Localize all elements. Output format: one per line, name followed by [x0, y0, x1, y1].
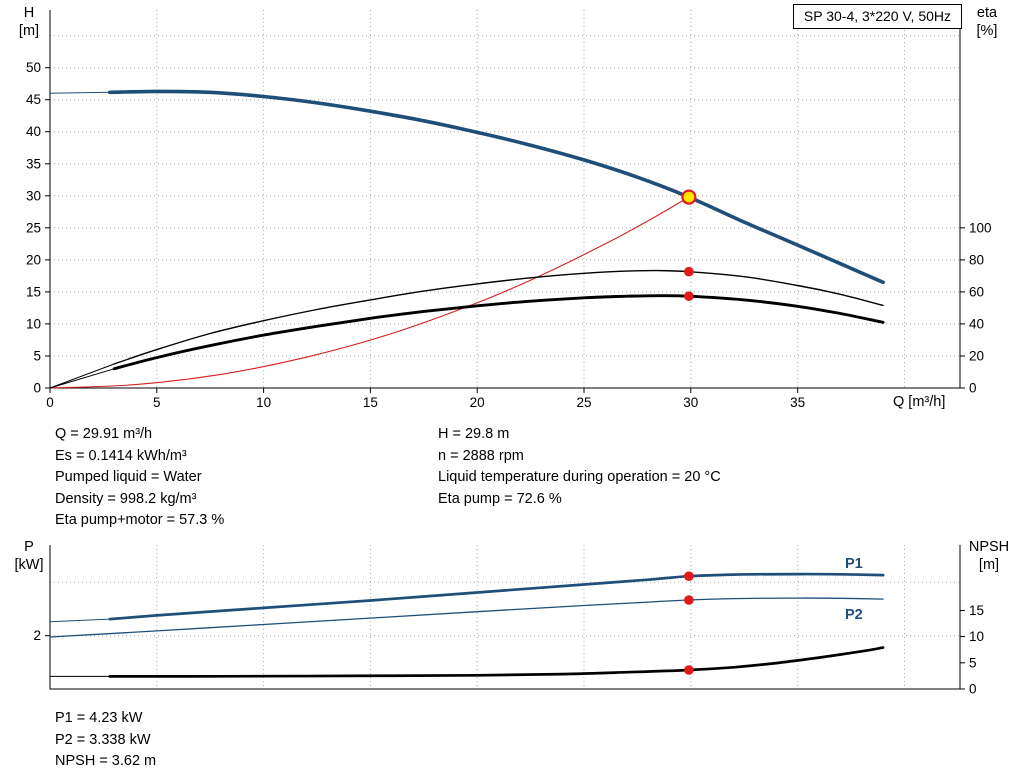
p-axis-unit: [kW]	[14, 557, 44, 573]
eta-axis-name: eta	[976, 5, 998, 21]
y-right-tick-label: 10	[969, 629, 984, 644]
curve-H	[108, 89, 885, 285]
curve-NPSH	[108, 646, 885, 678]
y-right-tick-label: 5	[969, 655, 977, 670]
y-left-tick-label: 40	[26, 124, 41, 139]
p1-curve-label: P1	[845, 556, 863, 572]
operating-point-dot[interactable]	[684, 571, 694, 581]
info-line-eta-pump: Eta pump = 72.6 %	[438, 490, 562, 507]
y-right-tick-label: 40	[969, 316, 984, 331]
curve-lead-eta-pump-motor	[49, 368, 115, 389]
duty-point-marker[interactable]	[681, 189, 697, 205]
eta-axis-label: eta [%]	[962, 4, 1012, 40]
y-right-tick-label: 60	[969, 284, 984, 299]
y-right-tick-label: 15	[969, 603, 984, 618]
h-axis-name: H	[23, 5, 35, 21]
info-line-n: n = 2888 rpm	[438, 447, 524, 464]
p-axis-label: P [kW]	[8, 538, 50, 574]
npsh-axis-name: NPSH	[968, 539, 1010, 555]
y-left-tick-label: 2	[33, 628, 41, 643]
y-left-tick-label: 20	[26, 252, 41, 267]
curve-lead-H	[49, 91, 110, 94]
npsh-axis-unit: [m]	[978, 557, 1000, 573]
hq-eta-chart[interactable]: 0 5 10 15 20 25 30 35 0 5 10 15 20 25 30 35 40 45 50 0 20 40 6…	[0, 0, 1024, 420]
y-left-tick-label: 0	[33, 381, 41, 396]
info-line-liquid: Pumped liquid = Water	[55, 469, 202, 485]
x-tick-label: 0	[46, 395, 54, 410]
operating-point-dot[interactable]	[684, 291, 694, 302]
info-line-p1: P1 = 4.23 kW	[55, 710, 143, 726]
y-right-tick-label: 20	[969, 349, 984, 364]
power-info: P1 = 4.23 kW P2 = 3.338 kW NPSH = 3.62 m	[55, 708, 156, 773]
y-left-tick-label: 35	[26, 156, 41, 171]
x-tick-label: 30	[683, 395, 698, 410]
y-right-tick-label: 0	[969, 381, 977, 396]
x-tick-label: 5	[153, 395, 161, 410]
curve-eta-pump	[113, 269, 884, 365]
power-npsh-chart[interactable]: 2 0 5 10 15	[0, 535, 1024, 695]
operating-point-dot[interactable]	[684, 266, 694, 277]
y-left-tick-label: 5	[33, 349, 41, 364]
x-tick-label: 25	[576, 395, 591, 410]
info-line-temperature: Liquid temperature during operation = 20…	[438, 469, 721, 485]
info-line-eta-total: Eta pump+motor = 57.3 %	[55, 512, 225, 528]
x-tick-label: 20	[470, 395, 485, 410]
y-right-tick-label: 0	[969, 682, 977, 696]
x-tick-label: 10	[256, 395, 271, 410]
axis-frame	[49, 10, 961, 389]
x-tick-label: 15	[363, 395, 378, 410]
curve-lead-eta-pump	[49, 363, 115, 389]
p2-curve-label: P2	[845, 607, 863, 623]
y-right-tick-label: 100	[969, 220, 992, 235]
info-line-q: Q = 29.91 m³/h	[55, 426, 153, 442]
curve-lead-P1	[49, 618, 110, 623]
npsh-axis-label: NPSH [m]	[960, 538, 1018, 574]
axis-frame	[49, 545, 961, 690]
y-left-tick-label: 30	[26, 188, 41, 203]
pump-model-title: SP 30-4, 3*220 V, 50Hz	[792, 4, 962, 29]
curve-system	[49, 196, 690, 389]
info-line-npsh: NPSH = 3.62 m	[55, 753, 157, 769]
eta-axis-unit: [%]	[976, 23, 998, 39]
y-left-tick-label: 15	[26, 284, 41, 299]
curve-eta-pump-motor	[112, 294, 885, 371]
info-line-h: H = 29.8 m	[438, 426, 510, 442]
y-left-tick-label: 50	[26, 60, 41, 75]
y-left-tick-label: 10	[26, 316, 41, 331]
duty-info-left: Q = 29.91 m³/h Es = 0.1414 kWh/m³ Pumped…	[55, 424, 224, 532]
y-left-tick-label: 45	[26, 92, 41, 107]
y-left-tick-label: 25	[26, 220, 41, 235]
q-axis-label: Q [m³/h]	[893, 394, 946, 410]
operating-point-dot[interactable]	[684, 665, 694, 675]
curve-P1	[108, 572, 885, 621]
info-line-es: Es = 0.1414 kWh/m³	[55, 447, 187, 464]
h-axis-label: H [m]	[10, 4, 48, 40]
h-axis-unit: [m]	[18, 23, 40, 39]
y-right-tick-label: 80	[969, 252, 984, 267]
info-line-p2: P2 = 3.338 kW	[55, 731, 151, 748]
duty-info-right: H = 29.8 m n = 2888 rpm Liquid temperatu…	[438, 424, 721, 510]
operating-point-dot[interactable]	[684, 595, 694, 605]
p-axis-name: P	[24, 539, 34, 555]
curve-P2	[49, 597, 884, 638]
info-line-density: Density = 998.2 kg/m³	[55, 490, 197, 507]
x-tick-label: 35	[790, 395, 805, 410]
